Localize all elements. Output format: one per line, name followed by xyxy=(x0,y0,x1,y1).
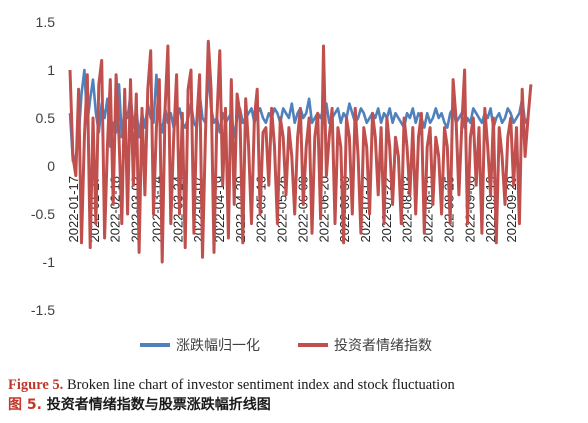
y-tick-label: -1 xyxy=(43,254,56,270)
y-tick-label: 0 xyxy=(47,158,55,174)
series-line-sentiment xyxy=(68,39,533,264)
legend-label: 投资者情绪指数 xyxy=(334,338,432,354)
caption-english-label: Figure 5. xyxy=(8,377,64,393)
caption-chinese: 图 5. 投资者情绪指数与股票涨跌幅折线图 xyxy=(8,395,583,415)
series-lines xyxy=(68,39,533,264)
figure-caption: Figure 5. Broken line chart of investor … xyxy=(8,376,583,415)
y-tick-label: 1 xyxy=(47,62,55,78)
line-chart: 1.510.50-0.5-1-1.5 2022-01-17 2022-01-27 2… xyxy=(31,14,533,354)
caption-chinese-text: 投资者情绪指数与股票涨跌幅折线图 xyxy=(41,397,271,413)
y-tick-label: -1.5 xyxy=(31,302,55,318)
x-tick-label: 2022-09-29 xyxy=(504,176,519,243)
caption-chinese-label: 图 5. xyxy=(8,397,42,413)
legend-label: 涨跌幅归一化 xyxy=(176,337,260,354)
y-tick-label: 0.5 xyxy=(36,110,56,126)
y-axis-ticks: 1.5 1 0.5 0 -0.5 -1 -1.5 xyxy=(31,14,55,318)
x-tick-label: 2022-01-17 xyxy=(66,176,81,243)
y-tick-label: -0.5 xyxy=(31,206,55,222)
caption-english: Figure 5. Broken line chart of investor … xyxy=(8,376,583,395)
x-tick-label: 2022-06-08 xyxy=(295,176,310,243)
legend: 涨跌幅归一化 投资者情绪指数 xyxy=(140,337,432,354)
y-tick-label: 1.5 xyxy=(36,14,56,30)
chart-frame: 1.5 1 0.5 0 -0.5 -1 -1.5 2022-01-17 2022-01-27 2… xyxy=(31,14,533,354)
caption-english-text: Broken line chart of investor sentiment … xyxy=(63,377,455,393)
